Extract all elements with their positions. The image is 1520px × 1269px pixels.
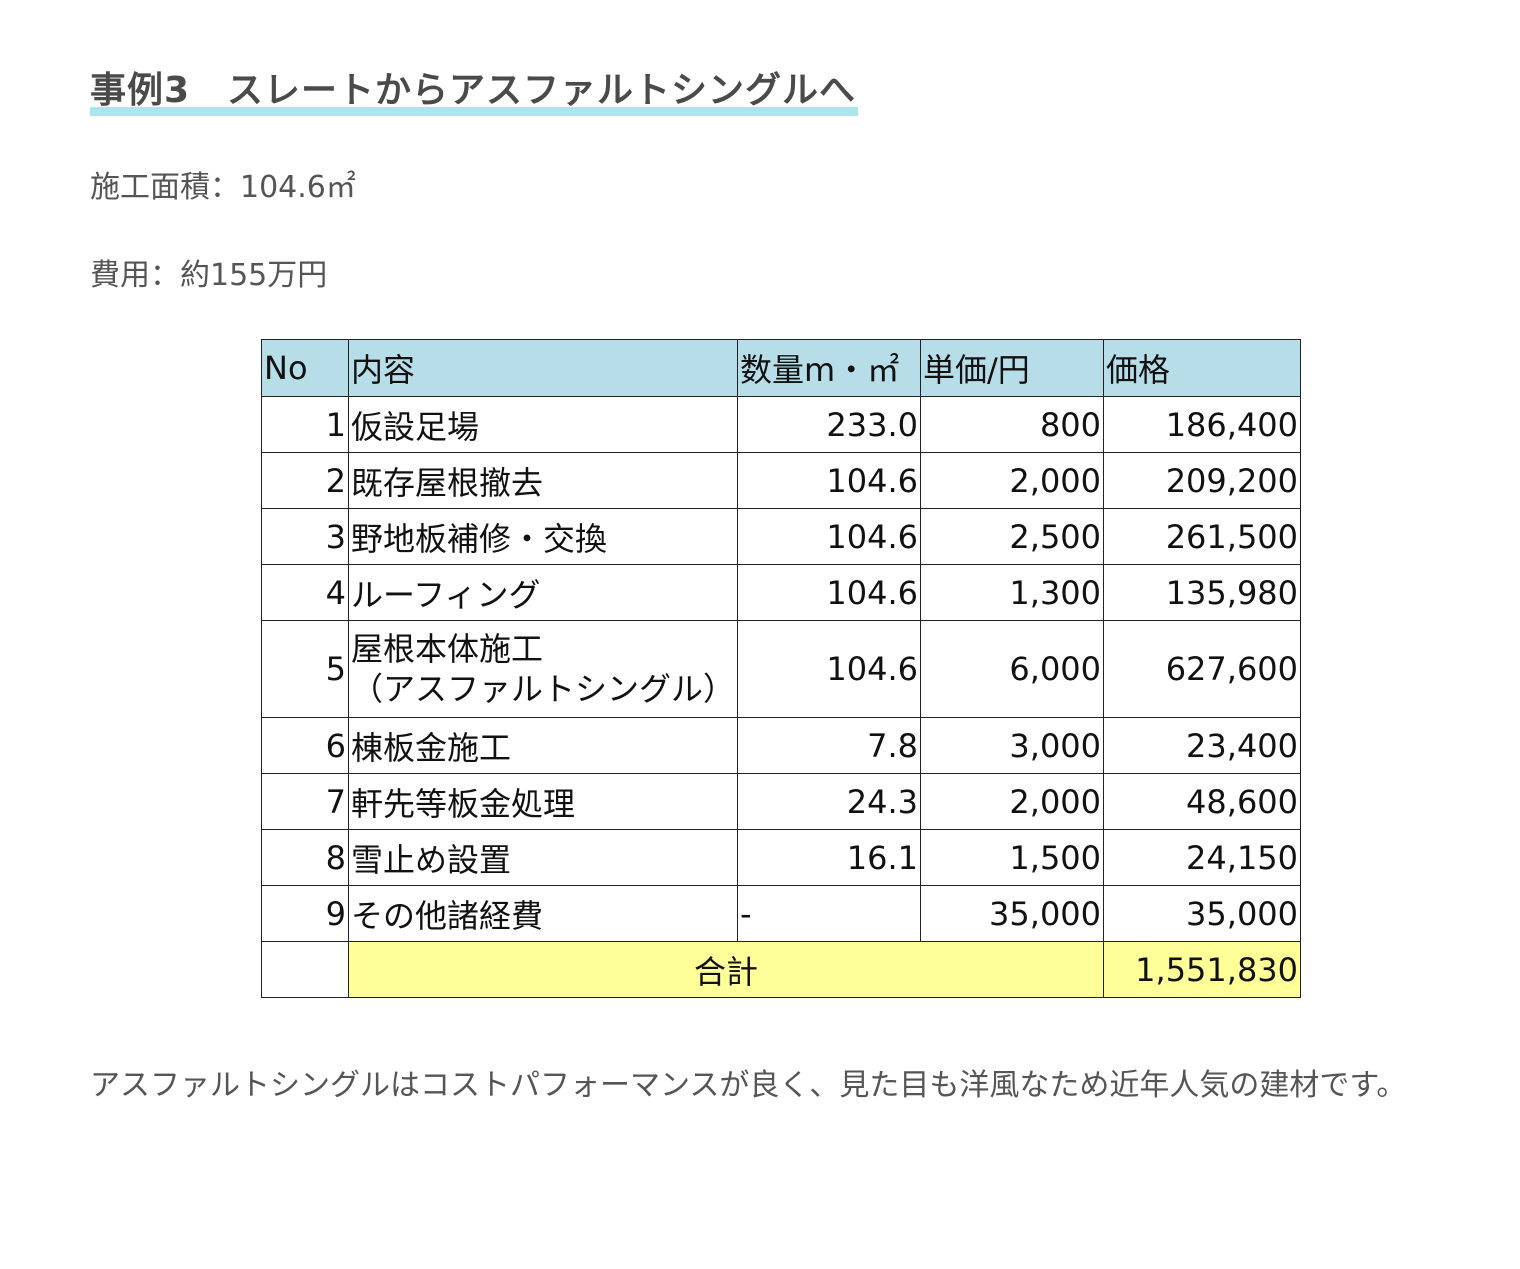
heading-block: 事例3 スレートからアスファルトシングルへ <box>90 66 859 116</box>
cell-unit-price: 2,000 <box>920 773 1105 830</box>
cell-no: 1 <box>261 396 349 453</box>
header-no: No <box>261 339 349 397</box>
cell-price: 35,000 <box>1103 885 1302 942</box>
header-qty: 数量m・㎡ <box>737 339 922 397</box>
cell-price: 24,150 <box>1103 829 1302 886</box>
cell-qty: 233.0 <box>737 396 922 453</box>
cell-no: 7 <box>261 773 349 830</box>
cell-desc-line1: 屋根本体施工 <box>351 630 544 668</box>
table-row: 6 棟板金施工 7.8 3,000 23,400 <box>261 717 1302 774</box>
cell-price: 209,200 <box>1103 452 1302 509</box>
cell-qty: 104.6 <box>737 564 922 621</box>
cell-price: 48,600 <box>1103 773 1302 830</box>
total-label: 合計 <box>347 941 1105 998</box>
cell-desc: その他諸経費 <box>347 885 739 942</box>
cell-qty: 104.6 <box>737 508 922 565</box>
table-row: 8 雪止め設置 16.1 1,500 24,150 <box>261 829 1302 886</box>
cell-unit-price: 6,000 <box>920 620 1105 718</box>
cell-unit-price: 2,500 <box>920 508 1105 565</box>
total-value: 1,551,830 <box>1103 941 1302 998</box>
header-unit-price: 単価/円 <box>920 339 1105 397</box>
cell-price: 627,600 <box>1103 620 1302 718</box>
total-empty-cell <box>261 941 349 998</box>
cell-no: 9 <box>261 885 349 942</box>
total-row: 合計 1,551,830 <box>261 941 1302 998</box>
cell-unit-price: 800 <box>920 396 1105 453</box>
estimate-table: No 内容 数量m・㎡ 単価/円 価格 1 仮設足場 233.0 800 186… <box>261 339 1302 998</box>
cell-price: 23,400 <box>1103 717 1302 774</box>
cell-desc: 野地板補修・交換 <box>347 508 739 565</box>
cell-desc: 軒先等板金処理 <box>347 773 739 830</box>
cell-desc: 棟板金施工 <box>347 717 739 774</box>
table-row: 9 その他諸経費 - 35,000 35,000 <box>261 885 1302 942</box>
cell-qty: 24.3 <box>737 773 922 830</box>
cell-qty: 7.8 <box>737 717 922 774</box>
cell-qty: 104.6 <box>737 452 922 509</box>
cell-qty: 16.1 <box>737 829 922 886</box>
table-body: 1 仮設足場 233.0 800 186,400 2 既存屋根撤去 104.6 … <box>261 396 1302 998</box>
table-row: 3 野地板補修・交換 104.6 2,500 261,500 <box>261 508 1302 565</box>
cell-price: 186,400 <box>1103 396 1302 453</box>
section-heading: 事例3 スレートからアスファルトシングルへ <box>90 66 859 116</box>
construction-area: 施工面積：104.6㎡ <box>90 170 356 205</box>
cell-unit-price: 1,300 <box>920 564 1105 621</box>
cell-unit-price: 1,500 <box>920 829 1105 886</box>
table-row: 5 屋根本体施工 （アスファルトシングル） 104.6 6,000 627,60… <box>261 620 1302 718</box>
cell-qty: 104.6 <box>737 620 922 718</box>
table-row: 4 ルーフィング 104.6 1,300 135,980 <box>261 564 1302 621</box>
cell-unit-price: 2,000 <box>920 452 1105 509</box>
cell-desc-line2: （アスファルトシングル） <box>351 670 736 708</box>
header-desc: 内容 <box>347 339 739 397</box>
cell-unit-price: 3,000 <box>920 717 1105 774</box>
description-paragraph: アスファルトシングルはコストパフォーマンスが良く、見た目も洋風なため近年人気の建… <box>90 1068 1407 1103</box>
cell-desc: 既存屋根撤去 <box>347 452 739 509</box>
construction-cost: 費用：約155万円 <box>90 258 328 293</box>
cell-no: 4 <box>261 564 349 621</box>
cell-price: 135,980 <box>1103 564 1302 621</box>
cell-qty: - <box>737 885 922 942</box>
cell-desc: 屋根本体施工 （アスファルトシングル） <box>347 620 739 718</box>
header-price: 価格 <box>1103 339 1302 397</box>
table-row: 2 既存屋根撤去 104.6 2,000 209,200 <box>261 452 1302 509</box>
cell-no: 6 <box>261 717 349 774</box>
cell-unit-price: 35,000 <box>920 885 1105 942</box>
cell-price: 261,500 <box>1103 508 1302 565</box>
cell-no: 2 <box>261 452 349 509</box>
cell-desc: ルーフィング <box>347 564 739 621</box>
cell-no: 8 <box>261 829 349 886</box>
cell-desc: 仮設足場 <box>347 396 739 453</box>
table-row: 7 軒先等板金処理 24.3 2,000 48,600 <box>261 773 1302 830</box>
cell-no: 3 <box>261 508 349 565</box>
cell-desc: 雪止め設置 <box>347 829 739 886</box>
cell-no: 5 <box>261 620 349 718</box>
table-header-row: No 内容 数量m・㎡ 単価/円 価格 <box>261 339 1302 397</box>
table-row: 1 仮設足場 233.0 800 186,400 <box>261 396 1302 453</box>
